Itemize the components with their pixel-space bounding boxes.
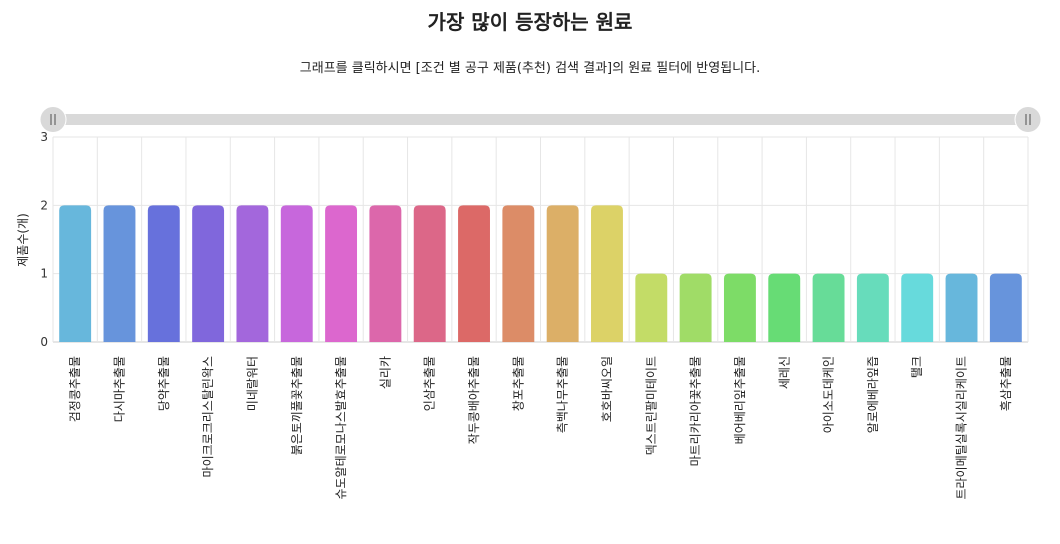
- x-tick-label[interactable]: 알로에베라잎즙: [866, 356, 880, 433]
- x-tick-label[interactable]: 아이소도데케인: [822, 356, 836, 433]
- x-tick-label[interactable]: 마이크로크리스탈린왁스: [201, 356, 215, 477]
- bar-10[interactable]: [458, 205, 490, 342]
- scrollbar-start-grip[interactable]: [39, 106, 67, 133]
- y-axis-label: 제품수(개): [16, 213, 30, 267]
- x-tick-label[interactable]: 베어베리잎추출물: [733, 356, 747, 444]
- bar-6[interactable]: [280, 205, 313, 342]
- bar-3[interactable]: [147, 205, 180, 342]
- grip-lines-icon: [1025, 114, 1031, 125]
- x-tick-label[interactable]: 작두콩배아추출물: [467, 356, 481, 444]
- x-tick-label[interactable]: 창포추출물: [511, 356, 525, 411]
- y-tick-label: 1: [40, 267, 48, 281]
- y-tick-label: 3: [40, 130, 48, 144]
- bar-11[interactable]: [502, 205, 535, 342]
- x-tick-label[interactable]: 슈도알테로모나스발효추출물: [334, 356, 348, 500]
- bar-14[interactable]: [635, 273, 668, 342]
- x-tick-label[interactable]: 탤크: [910, 356, 924, 378]
- range-scrollbar[interactable]: [39, 106, 1042, 133]
- bar-7[interactable]: [325, 205, 358, 342]
- bar-4[interactable]: [192, 205, 225, 342]
- bar-16[interactable]: [723, 273, 756, 342]
- x-tick-label[interactable]: 다시마추출물: [112, 356, 126, 422]
- bar-12[interactable]: [546, 205, 579, 342]
- x-tick-label[interactable]: 검정콩추출물: [68, 356, 82, 422]
- x-tick-label[interactable]: 덱스트린팔미테이트: [644, 356, 658, 455]
- x-tick-label[interactable]: 흑삼추출물: [999, 356, 1013, 411]
- bar-8[interactable]: [369, 205, 402, 342]
- grip-lines-icon: [50, 114, 56, 125]
- x-tick-label[interactable]: 인삼추출물: [423, 356, 437, 411]
- x-tick-label[interactable]: 호호바씨오일: [600, 356, 614, 422]
- x-tick-label[interactable]: 마트리카리아꽃추출물: [689, 356, 703, 466]
- bar-17[interactable]: [768, 273, 801, 342]
- scrollbar-end-grip[interactable]: [1014, 106, 1042, 133]
- x-tick-label[interactable]: 실리카: [378, 356, 392, 389]
- bar-18[interactable]: [812, 273, 845, 342]
- y-tick-label: 0: [40, 335, 48, 349]
- scrollbar-track[interactable]: [53, 114, 1028, 125]
- chart-subtitle: 그래프를 클릭하시면 [조건 별 공구 제품(추천) 검색 결과]의 원료 필터…: [299, 61, 761, 76]
- x-tick-label[interactable]: 세레신: [777, 356, 791, 389]
- bar-22[interactable]: [989, 273, 1022, 342]
- x-tick-label[interactable]: 트라이메틸실록시실리케이트: [955, 356, 969, 500]
- bar-19[interactable]: [856, 273, 889, 342]
- bar-2[interactable]: [103, 205, 136, 342]
- bar-9[interactable]: [413, 205, 446, 342]
- bar-13[interactable]: [591, 205, 623, 342]
- y-tick-label: 2: [40, 198, 48, 212]
- bar-5[interactable]: [236, 205, 269, 342]
- bar-20[interactable]: [901, 273, 934, 342]
- chart-title: 가장 많이 등장하는 원료: [427, 10, 633, 34]
- bar-15[interactable]: [679, 273, 712, 342]
- bar-1[interactable]: [59, 205, 92, 342]
- x-tick-label[interactable]: 당약추출물: [156, 356, 171, 411]
- x-tick-label[interactable]: 측백나무추출물: [556, 356, 570, 433]
- x-tick-label[interactable]: 미네랄워터: [245, 356, 259, 411]
- bar-21[interactable]: [945, 273, 978, 342]
- x-tick-label[interactable]: 붉은토끼풀꽃추출물: [290, 356, 304, 455]
